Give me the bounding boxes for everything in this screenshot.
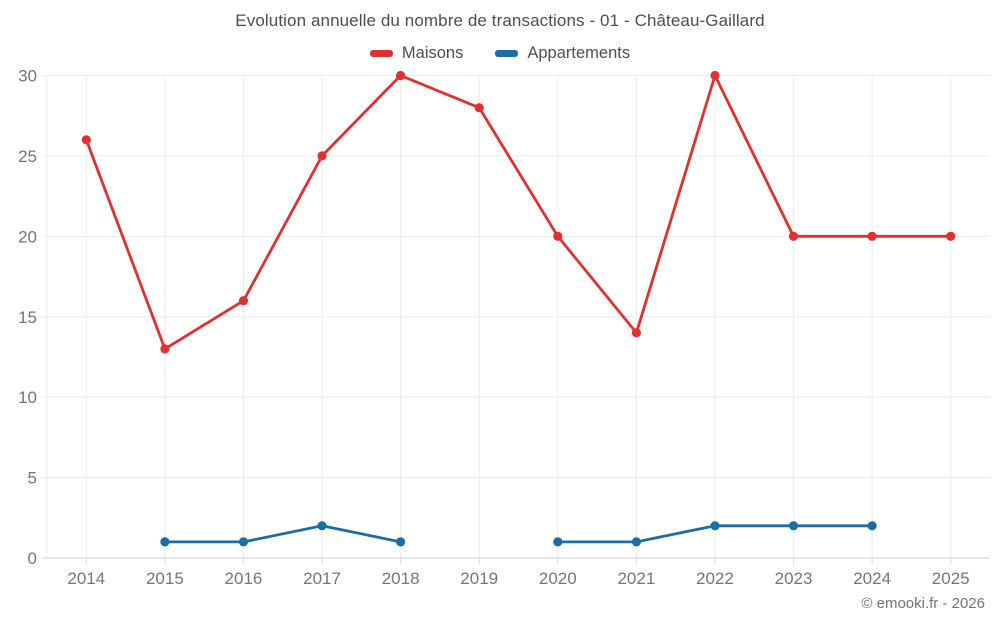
x-tick-label: 2017 [303, 569, 341, 588]
data-point-maisons[interactable] [238, 296, 249, 306]
y-tick-label: 5 [28, 469, 37, 488]
x-tick-label: 2021 [617, 569, 655, 588]
data-point-maisons[interactable] [553, 231, 563, 241]
data-point-maisons[interactable] [160, 344, 170, 354]
y-tick-label: 10 [18, 388, 37, 407]
x-tick-label: 2025 [932, 569, 970, 588]
x-tick-label: 2022 [696, 569, 734, 588]
appartements-series-label: Appartements [527, 44, 631, 62]
y-tick-label: 0 [28, 549, 37, 568]
chart-title: Evolution annuelle du nombre de transact… [235, 11, 765, 30]
series-line-appartements [163, 524, 874, 544]
data-point-appartements[interactable] [317, 521, 327, 531]
data-point-maisons[interactable] [710, 70, 720, 81]
data-point-appartements[interactable] [553, 537, 563, 547]
data-point-appartements[interactable] [788, 521, 799, 531]
data-point-appartements[interactable] [160, 537, 170, 547]
chart-legend: Maisons Appartements [0, 44, 1000, 63]
data-point-appartements[interactable] [710, 521, 720, 531]
data-point-maisons[interactable] [81, 135, 91, 145]
legend-item-appartements[interactable]: Appartements [495, 44, 630, 63]
data-point-appartements[interactable] [396, 537, 406, 547]
data-point-maisons[interactable] [788, 231, 799, 241]
legend-item-maisons[interactable]: Maisons [369, 44, 464, 63]
x-tick-label: 2023 [775, 569, 813, 588]
x-tick-label: 2016 [225, 569, 263, 588]
data-point-maisons[interactable] [631, 328, 642, 338]
copyright-text: © emooki.fr - 2026 [861, 595, 985, 612]
y-tick-label: 20 [18, 227, 37, 246]
y-tick-label: 30 [18, 67, 37, 86]
maisons-series-label: Maisons [401, 44, 464, 62]
series-line-maisons [84, 74, 953, 351]
y-tick-label: 25 [18, 147, 37, 166]
appartements-series-swatch-icon [495, 50, 519, 57]
data-point-appartements[interactable] [238, 537, 249, 547]
data-point-maisons[interactable] [867, 231, 877, 241]
maisons-series-swatch-icon [369, 50, 393, 57]
x-tick-label: 2019 [460, 569, 498, 588]
data-point-appartements[interactable] [867, 521, 877, 531]
x-tick-label: 2018 [382, 569, 420, 588]
x-tick-label: 2015 [146, 569, 184, 588]
x-tick-label: 2020 [539, 569, 577, 588]
data-point-maisons[interactable] [946, 231, 956, 241]
data-point-maisons[interactable] [474, 103, 484, 113]
data-point-appartements[interactable] [631, 537, 642, 547]
x-tick-label: 2014 [67, 569, 105, 588]
x-tick-label: 2024 [853, 569, 891, 588]
data-point-maisons[interactable] [396, 70, 406, 81]
y-tick-label: 15 [18, 308, 37, 327]
data-point-maisons[interactable] [317, 151, 327, 161]
